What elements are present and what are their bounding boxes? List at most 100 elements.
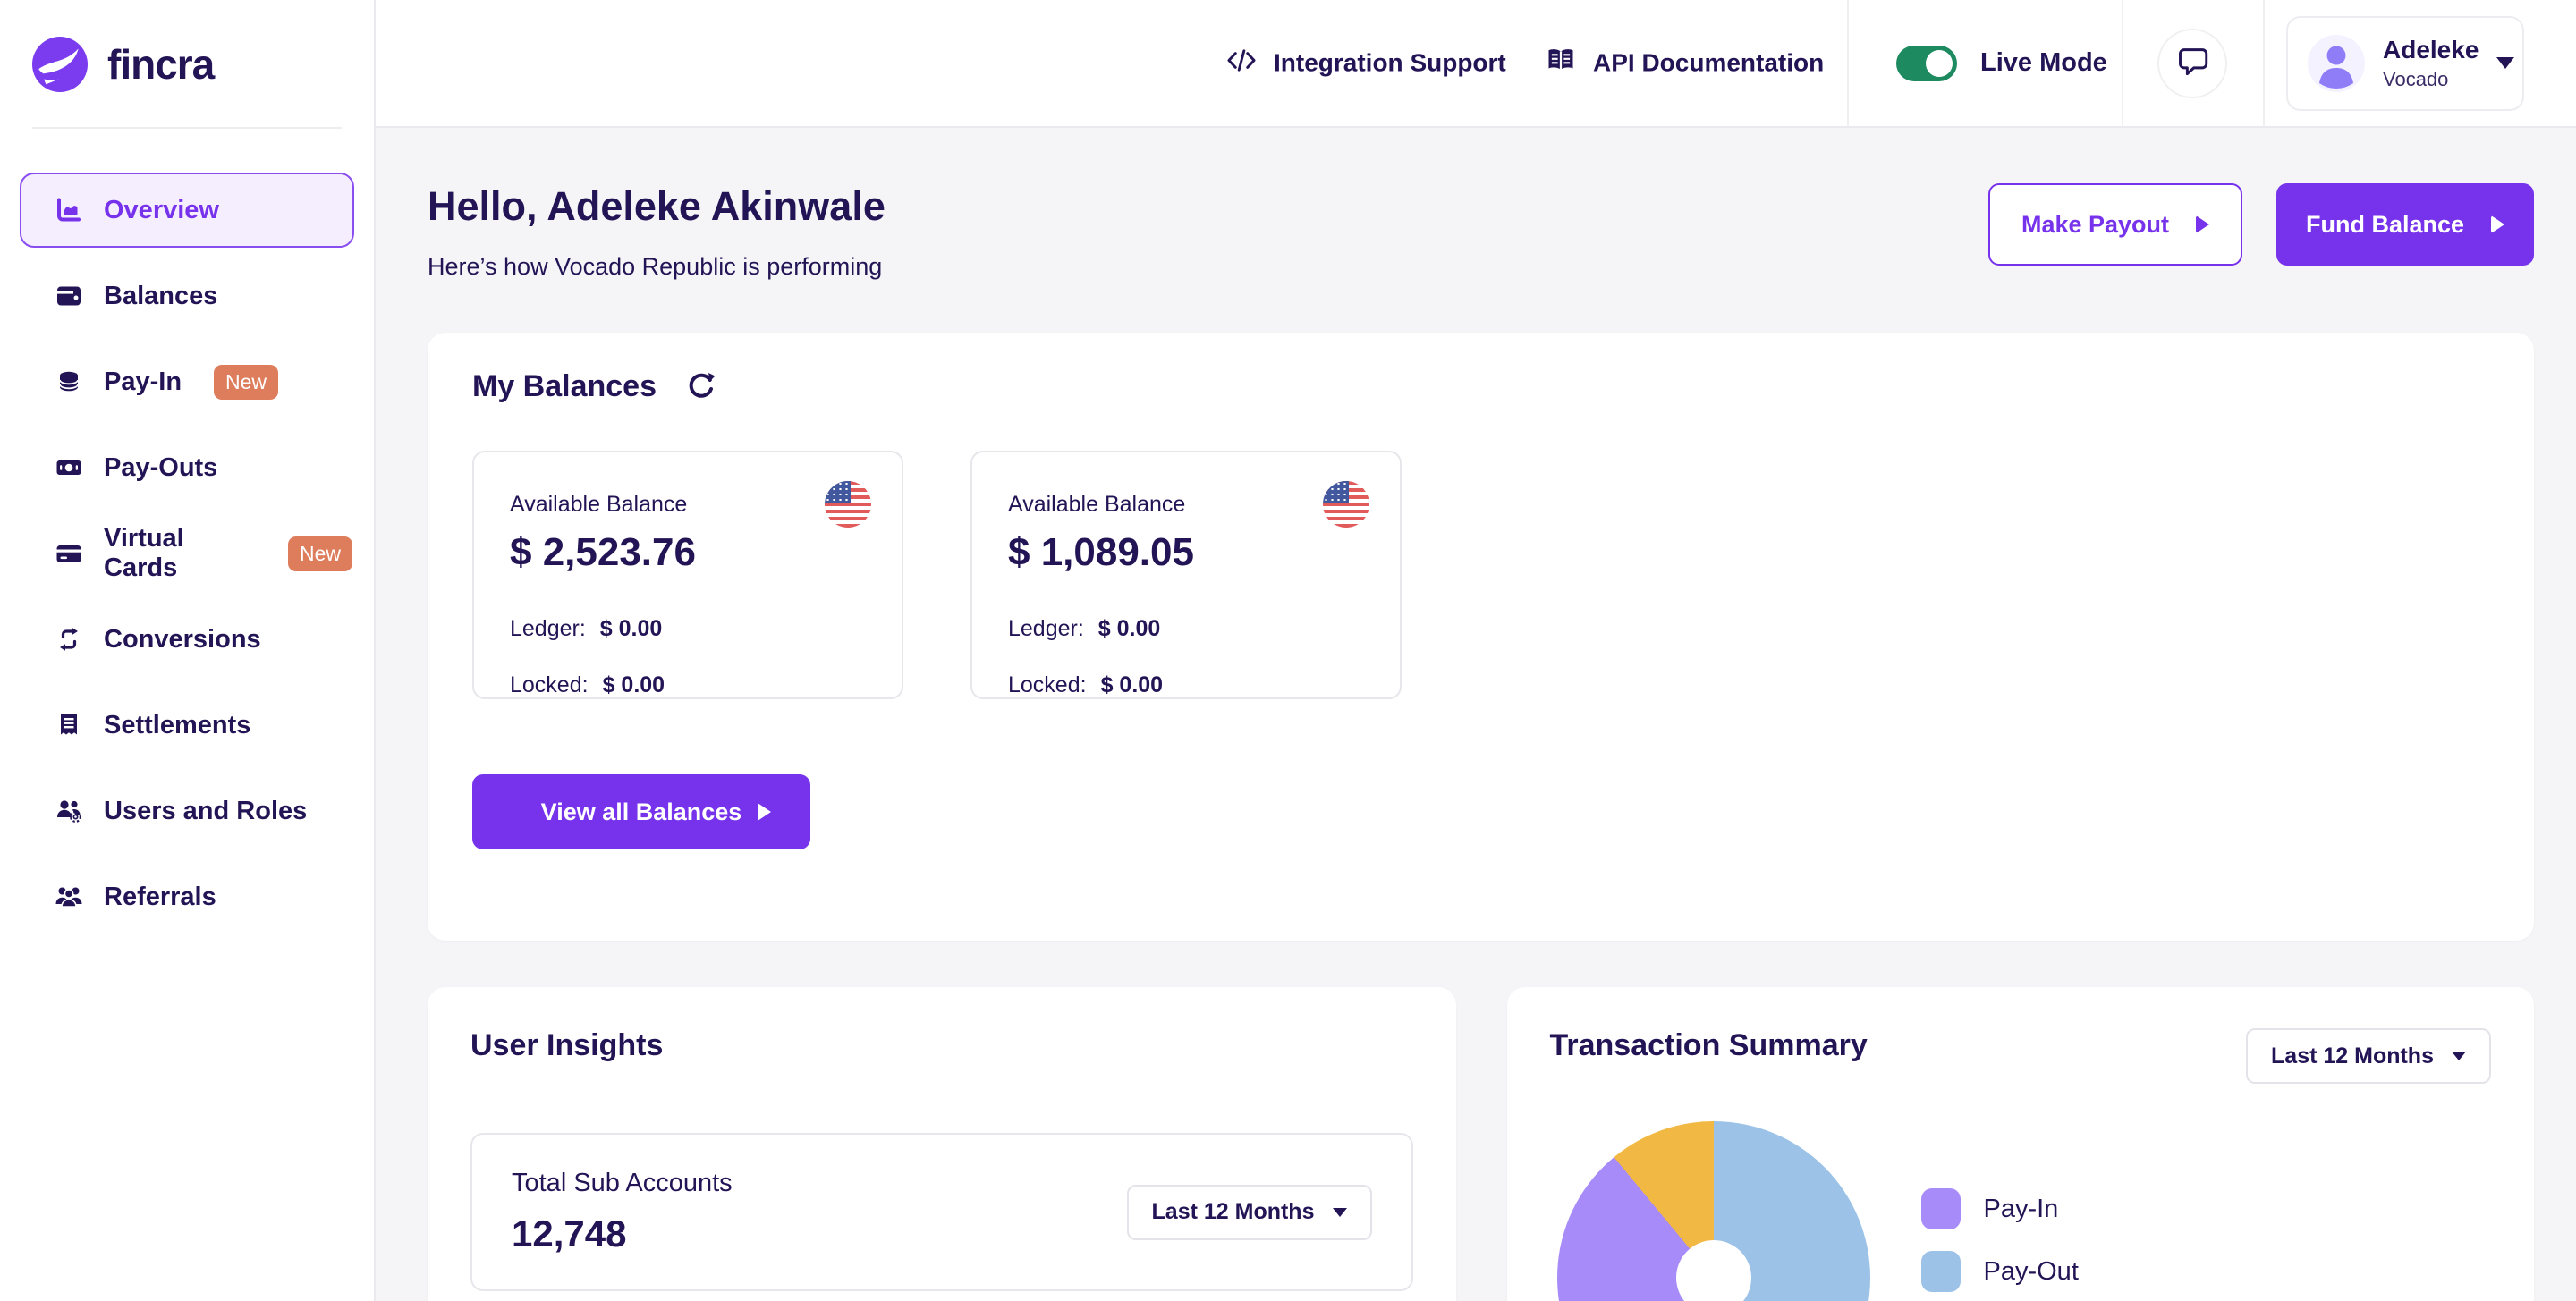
fund-balance-button[interactable]: Fund Balance xyxy=(2276,183,2534,266)
refresh-button[interactable] xyxy=(683,368,719,404)
live-mode-group: Live Mode xyxy=(1896,45,2107,81)
chat-button[interactable] xyxy=(2157,28,2227,98)
ledger-value: $ 0.00 xyxy=(1097,616,1161,641)
sidebar-item-balances[interactable]: Balances xyxy=(20,258,354,334)
pay-in-swatch xyxy=(1920,1188,1961,1229)
sidebar-item-label: Pay-Outs xyxy=(104,452,218,482)
book-icon xyxy=(1545,44,1577,82)
transaction-summary-header: Transaction Summary Last 12 Months xyxy=(1549,1028,2491,1084)
topbar-divider xyxy=(1847,0,1849,126)
chevron-down-icon xyxy=(1332,1207,1347,1217)
wallet-icon xyxy=(54,281,84,311)
total-sub-accounts-card: Total Sub Accounts 12,748 Last 12 Months xyxy=(470,1133,1413,1291)
metric-block: Total Sub Accounts 12,748 xyxy=(512,1169,733,1255)
sidebar-item-label: Users and Roles xyxy=(104,796,308,825)
legend-label: Pay-In xyxy=(1983,1194,2059,1223)
user-name: Adeleke xyxy=(2383,35,2479,63)
api-documentation-link[interactable]: API Documentation xyxy=(1545,44,1824,82)
chevron-down-icon[interactable] xyxy=(2496,57,2515,69)
receipt-icon xyxy=(54,710,84,740)
locked-row: Locked: $ 0.00 xyxy=(510,672,866,698)
sidebar-item-virtual-cards[interactable]: Virtual Cards New xyxy=(20,516,354,591)
brand-name: fincra xyxy=(107,41,215,88)
sidebar-item-label: Overview xyxy=(104,195,219,224)
view-all-balances-label: View all Balances xyxy=(540,798,742,825)
greeting-block: Hello, Adeleke Akinwale Here’s how Vocad… xyxy=(428,183,886,281)
sidebar-item-label: Virtual Cards xyxy=(104,524,184,582)
fund-balance-label: Fund Balance xyxy=(2305,210,2465,238)
ledger-row: Ledger: $ 0.00 xyxy=(510,616,866,642)
main-content: Hello, Adeleke Akinwale Here’s how Vocad… xyxy=(376,128,2576,1301)
my-balances-title: My Balances xyxy=(472,368,657,403)
insights-period-dropdown[interactable]: Last 12 Months xyxy=(1126,1184,1372,1240)
locked-label: Locked: xyxy=(510,672,589,697)
view-all-balances-button[interactable]: View all Balances xyxy=(472,774,810,849)
users-icon xyxy=(54,882,84,912)
us-flag-icon xyxy=(825,481,871,528)
balance-label: Available Balance xyxy=(510,492,688,517)
page-subtitle: Here’s how Vocado Republic is performing xyxy=(428,253,883,280)
api-documentation-label: API Documentation xyxy=(1593,48,1825,77)
summary-period-dropdown[interactable]: Last 12 Months xyxy=(2246,1028,2491,1084)
chart-legend: Pay-In Pay-Out xyxy=(1920,1188,2079,1292)
header-actions: Make Payout Fund Balance xyxy=(1988,183,2534,266)
live-mode-toggle[interactable] xyxy=(1896,45,1957,81)
legend-item-pay-in: Pay-In xyxy=(1920,1188,2079,1229)
live-mode-label: Live Mode xyxy=(1980,48,2107,77)
avatar xyxy=(2308,34,2365,92)
balance-card-usd-1: Available Balance $ 2,523.76 Ledger: $ 0… xyxy=(472,451,903,699)
period-value: Last 12 Months xyxy=(1151,1199,1315,1224)
brand-logo[interactable]: fincra xyxy=(0,0,374,93)
play-icon xyxy=(758,803,771,821)
balance-label: Available Balance xyxy=(1008,492,1186,517)
ledger-value: $ 0.00 xyxy=(599,616,663,641)
users-gear-icon xyxy=(54,796,84,826)
bottom-panels: User Insights Total Sub Accounts 12,748 … xyxy=(428,987,2534,1301)
user-insights-panel: User Insights Total Sub Accounts 12,748 … xyxy=(428,987,1456,1301)
sidebar-item-users-and-roles[interactable]: Users and Roles xyxy=(20,773,354,849)
balance-amount: $ 1,089.05 xyxy=(1008,530,1194,574)
donut-hole xyxy=(1675,1240,1751,1301)
area-chart-icon xyxy=(54,195,84,225)
locked-value: $ 0.00 xyxy=(1100,672,1164,697)
banknote-icon xyxy=(54,452,84,483)
chevron-down-icon xyxy=(2452,1052,2466,1060)
metric-label: Total Sub Accounts xyxy=(512,1169,733,1197)
sidebar-item-pay-outs[interactable]: Pay-Outs xyxy=(20,430,354,505)
sidebar-item-overview[interactable]: Overview xyxy=(20,173,354,248)
us-flag-icon xyxy=(1323,481,1369,528)
transaction-summary-title: Transaction Summary xyxy=(1549,1028,1868,1062)
ledger-row: Ledger: $ 0.00 xyxy=(1008,616,1364,642)
code-icon xyxy=(1225,44,1258,82)
page-title: Hello, Adeleke Akinwale xyxy=(428,183,886,229)
topbar: Integration Support API Documentation Li… xyxy=(376,0,2576,128)
sidebar-item-settlements[interactable]: Settlements xyxy=(20,688,354,763)
chat-bubble-icon xyxy=(2176,45,2208,81)
user-menu[interactable]: Adeleke Vocado xyxy=(2286,15,2524,111)
integration-support-link[interactable]: Integration Support xyxy=(1225,44,1506,82)
sidebar-item-pay-in[interactable]: Pay-In New xyxy=(20,344,354,419)
swap-arrows-icon xyxy=(54,624,84,655)
legend-label: Pay-Out xyxy=(1983,1256,2079,1286)
period-value: Last 12 Months xyxy=(2271,1043,2434,1069)
new-badge: New xyxy=(287,536,352,571)
locked-row: Locked: $ 0.00 xyxy=(1008,672,1364,698)
my-balances-panel: My Balances Available Balance $ 2,523.76… xyxy=(428,333,2534,941)
sidebar-item-label: Balances xyxy=(104,281,218,310)
user-meta: Adeleke Vocado xyxy=(2383,36,2479,91)
make-payout-button[interactable]: Make Payout xyxy=(1988,183,2242,266)
my-balances-header: My Balances xyxy=(472,368,2489,404)
legend-item-pay-out: Pay-Out xyxy=(1920,1251,2079,1292)
metric-value: 12,748 xyxy=(512,1212,627,1255)
sidebar-nav: Overview Balances Pay-In New Pay-Outs xyxy=(0,173,374,934)
sidebar-item-referrals[interactable]: Referrals xyxy=(20,859,354,934)
sidebar-item-conversions[interactable]: Conversions xyxy=(20,602,354,677)
transactions-donut-chart xyxy=(1556,1121,1870,1301)
credit-card-icon xyxy=(54,538,84,569)
sidebar-divider xyxy=(32,127,342,129)
coins-icon xyxy=(54,367,84,397)
sidebar-item-label: Settlements xyxy=(104,710,251,739)
toggle-knob xyxy=(1926,49,1953,77)
locked-value: $ 0.00 xyxy=(602,672,665,697)
transaction-summary-panel: Transaction Summary Last 12 Months Pay-I… xyxy=(1506,987,2534,1301)
